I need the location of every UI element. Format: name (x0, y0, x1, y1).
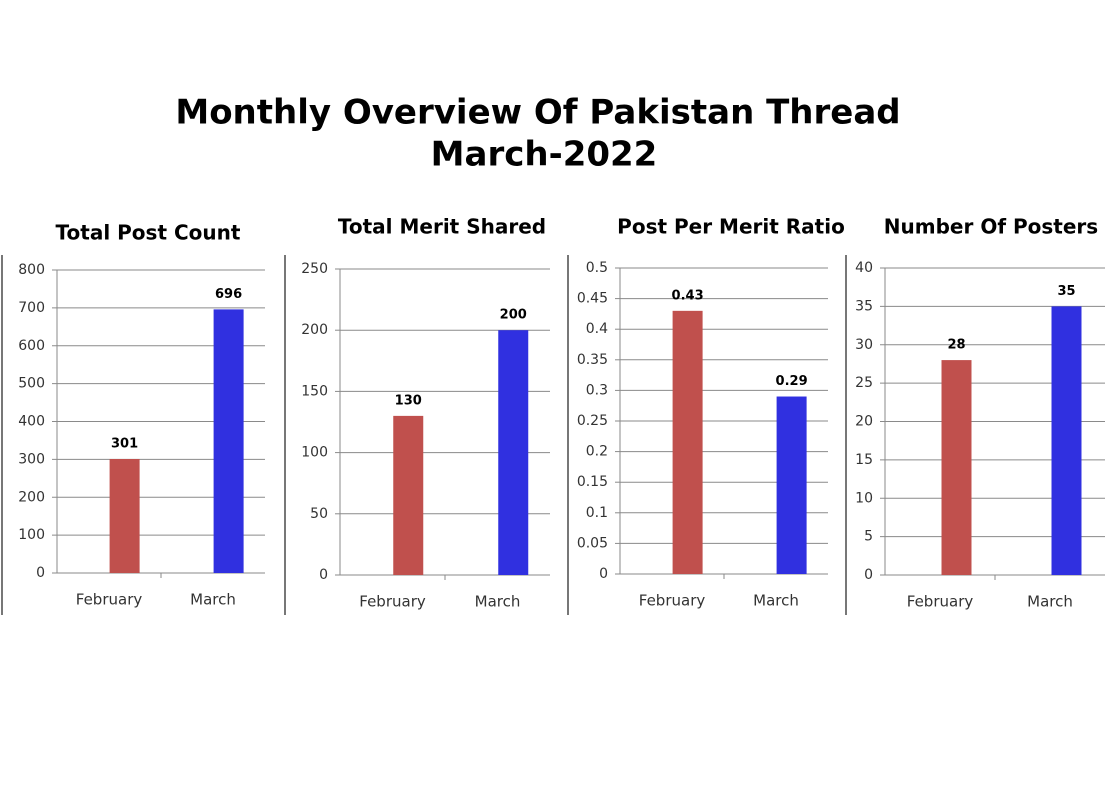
chart-title: Total Merit Shared (338, 215, 546, 239)
y-tick-label: 0.45 (577, 291, 608, 307)
y-tick-label: 800 (18, 262, 45, 278)
x-tick-label: March (475, 593, 521, 611)
y-tick-label: 0.25 (577, 413, 608, 429)
data-label: 200 (500, 308, 527, 323)
y-tick-label: 500 (18, 376, 45, 392)
y-tick-label: 0.05 (577, 535, 608, 551)
x-tick-label: February (76, 591, 143, 609)
y-tick-label: 10 (855, 490, 873, 506)
bar (393, 415, 424, 575)
x-tick-label: February (639, 592, 706, 610)
data-label: 0.43 (672, 288, 704, 303)
y-tick-label: 100 (301, 445, 328, 461)
y-tick-label: 100 (18, 527, 45, 543)
y-tick-label: 0.35 (577, 352, 608, 368)
y-tick-label: 0 (36, 565, 45, 581)
y-tick-label: 0.15 (577, 474, 608, 490)
data-label: 28 (947, 338, 965, 353)
bar (498, 330, 529, 575)
y-tick-label: 0.2 (586, 444, 608, 460)
data-label: 35 (1057, 284, 1075, 299)
y-tick-label: 400 (18, 414, 45, 430)
y-tick-label: 300 (18, 451, 45, 467)
y-tick-label: 200 (301, 322, 328, 338)
page-title: Monthly Overview Of Pakistan Thread (175, 93, 900, 133)
data-label: 696 (215, 287, 242, 302)
page-subtitle: March-2022 (431, 135, 658, 175)
bar (776, 396, 807, 574)
y-tick-label: 5 (864, 529, 873, 545)
y-tick-label: 20 (855, 414, 873, 430)
y-tick-label: 50 (310, 506, 328, 522)
y-tick-label: 0.4 (586, 321, 608, 337)
data-label: 0.29 (776, 374, 808, 389)
chart-title: Total Post Count (56, 221, 241, 245)
y-tick-label: 15 (855, 452, 873, 468)
y-tick-label: 0 (319, 567, 328, 583)
y-tick-label: 0.1 (586, 505, 608, 521)
x-tick-label: March (190, 591, 236, 609)
y-tick-label: 30 (855, 337, 873, 353)
chart-title: Post Per Merit Ratio (617, 215, 845, 239)
bar (213, 309, 244, 573)
y-tick-label: 200 (18, 489, 45, 505)
data-label: 301 (111, 436, 138, 451)
y-tick-label: 150 (301, 383, 328, 399)
y-tick-label: 25 (855, 375, 873, 391)
y-tick-label: 0.3 (586, 382, 608, 398)
chart-title: Number Of Posters (884, 215, 1098, 239)
x-tick-label: February (907, 593, 974, 611)
x-tick-label: March (1027, 593, 1073, 611)
y-tick-label: 0 (599, 566, 608, 582)
bar (1051, 306, 1082, 575)
y-tick-label: 0.5 (586, 260, 608, 276)
y-tick-label: 35 (855, 298, 873, 314)
bar (941, 360, 972, 575)
x-tick-label: March (753, 592, 799, 610)
y-tick-label: 600 (18, 338, 45, 354)
y-tick-label: 0 (864, 567, 873, 583)
y-tick-label: 250 (301, 261, 328, 277)
x-tick-label: February (359, 593, 426, 611)
y-tick-label: 40 (855, 260, 873, 276)
data-label: 130 (395, 393, 422, 408)
y-tick-label: 700 (18, 300, 45, 316)
bar (672, 310, 703, 574)
bar (109, 458, 140, 573)
